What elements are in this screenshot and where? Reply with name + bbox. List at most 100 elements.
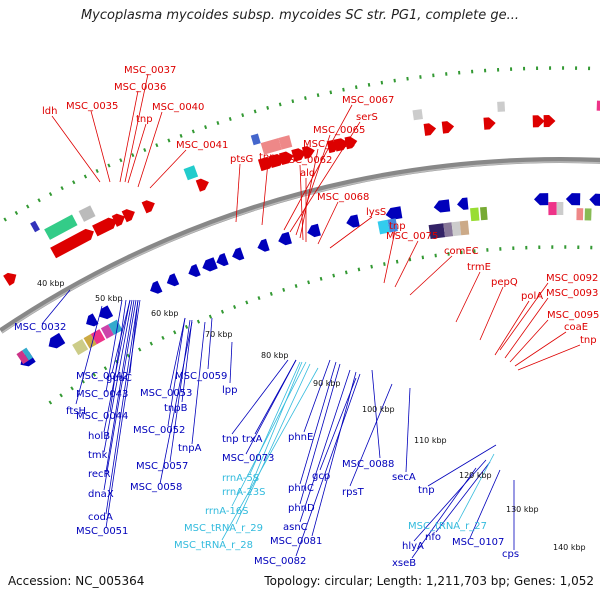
gene-label[interactable]: rrnA-5S — [222, 473, 259, 484]
gene-label[interactable]: MSC_tRNA_r_29 — [184, 523, 263, 534]
gene-label[interactable]: MSC_0063 — [303, 139, 355, 150]
gene-label[interactable]: tnpA — [178, 443, 202, 454]
gene-label[interactable]: MSC_0040 — [152, 102, 204, 113]
reverse-block — [576, 208, 584, 221]
label-leader-line — [51, 115, 101, 183]
gene-label[interactable]: MSC_0107 — [452, 537, 504, 548]
gene-label[interactable]: rrnA-16S — [205, 506, 249, 517]
forward-block — [78, 205, 96, 222]
gene-label[interactable]: MSC_0043 — [76, 389, 128, 400]
gene-label[interactable]: ldh — [42, 106, 57, 117]
forward-block — [44, 214, 78, 240]
gene-label[interactable]: codA — [88, 512, 113, 523]
label-leader-line — [105, 299, 141, 529]
gene-label[interactable]: recR — [88, 469, 111, 480]
gene-label[interactable]: tnp — [259, 152, 276, 163]
gene-label[interactable]: MSC_tRNA_r_27 — [408, 521, 487, 532]
gene-label[interactable]: tnp — [136, 114, 153, 125]
gene-label[interactable]: tnp — [418, 485, 435, 496]
gene-label[interactable]: MSC_0092 — [546, 273, 598, 284]
gene-label[interactable]: MSC_0051 — [76, 526, 128, 537]
gene-label[interactable]: MSC_0058 — [130, 482, 182, 493]
gene-label[interactable]: dnaX — [88, 489, 114, 500]
gene-label[interactable]: MSC_0044 — [76, 411, 128, 422]
forward-block — [596, 100, 600, 111]
gene-label[interactable]: hlyA — [402, 541, 424, 552]
gene-label[interactable]: nfo — [425, 532, 441, 543]
gene-label[interactable]: ftsH — [66, 406, 86, 417]
label-leader-line — [105, 299, 135, 473]
gene-label[interactable]: rrnA-23S — [222, 487, 266, 498]
gene-label[interactable]: MSC_0095 — [547, 310, 599, 321]
gene-label[interactable]: MSC_0093 — [546, 288, 598, 299]
gene-label[interactable]: serS — [356, 112, 378, 123]
reverse-block — [470, 207, 480, 222]
gene-label[interactable]: ptsG — [230, 154, 253, 165]
gene-label[interactable]: rpsT — [342, 487, 365, 498]
reverse-block — [443, 222, 454, 238]
reverse-gene — [433, 199, 451, 213]
gene-label[interactable]: tmk — [88, 450, 108, 461]
gene-label[interactable]: MSC_0042 — [76, 371, 128, 382]
gene-label[interactable]: MSC_0053 — [140, 388, 192, 399]
gene-label[interactable]: coaE — [564, 322, 588, 333]
label-leader-line — [127, 123, 147, 184]
gene-label[interactable]: MSC_0059 — [175, 371, 227, 382]
gene-label[interactable]: trmE — [467, 262, 491, 273]
gene-label[interactable]: lpp — [222, 385, 237, 396]
gene-label[interactable]: phnE — [288, 432, 313, 443]
label-leader-line — [383, 230, 396, 284]
gene-label[interactable]: phnC — [288, 483, 314, 494]
kbp-tick-label: 80 kbp — [261, 351, 289, 360]
gene-label[interactable]: tnp — [222, 434, 239, 445]
gene-label[interactable]: MSC_0082 — [254, 556, 306, 567]
label-leader-line — [105, 299, 123, 393]
gene-label[interactable]: MSC_0073 — [222, 453, 274, 464]
gene-label[interactable]: asnC — [283, 522, 308, 533]
kbp-tick-label: 110 kbp — [414, 436, 447, 445]
gene-label[interactable]: secA — [392, 472, 416, 483]
gene-label[interactable]: MSC_0062 — [280, 155, 332, 166]
label-leader-line — [207, 317, 213, 370]
gene-label[interactable]: comEC — [444, 246, 479, 257]
label-leader-line — [90, 110, 111, 183]
gene-label[interactable]: tnp — [580, 335, 597, 346]
gene-label[interactable]: guaC — [106, 373, 132, 384]
reverse-gene — [48, 332, 66, 349]
gene-label[interactable]: MSC_tRNA_r_28 — [174, 540, 253, 551]
label-leader-line — [514, 331, 567, 367]
kbp-tick-label: 50 kbp — [95, 294, 123, 303]
gene-label[interactable]: MSC_0035 — [66, 101, 118, 112]
gene-label[interactable]: MSC_0032 — [14, 322, 66, 333]
gene-label[interactable]: holB — [88, 431, 110, 442]
gene-label[interactable]: gcp — [312, 471, 330, 482]
gene-label[interactable]: MSC_0081 — [270, 536, 322, 547]
gene-label[interactable]: cps — [502, 549, 519, 560]
gene-label[interactable]: MSC_0067 — [342, 95, 394, 106]
gene-label[interactable]: tnp — [389, 221, 406, 232]
forward-gene — [50, 228, 94, 259]
gene-label[interactable]: MSC_0041 — [176, 140, 228, 151]
gene-label[interactable]: MSC_0088 — [342, 459, 394, 470]
gene-label[interactable]: MSC_0068 — [317, 192, 369, 203]
gene-label[interactable]: ald — [300, 168, 315, 179]
gene-label[interactable]: phnD — [288, 503, 315, 514]
label-leader-line — [469, 469, 501, 539]
gene-label[interactable]: MSC_0065 — [313, 125, 365, 136]
gene-label[interactable]: MSC_0037 — [124, 65, 176, 76]
gene-label[interactable]: MSC_0052 — [133, 425, 185, 436]
gene-label[interactable]: xseB — [392, 558, 416, 569]
gene-label[interactable]: polA — [521, 291, 543, 302]
label-leader-line — [105, 299, 139, 515]
gene-label[interactable]: pepQ — [491, 277, 518, 288]
label-leader-line — [299, 361, 337, 485]
gene-label[interactable]: MSC_0036 — [114, 82, 166, 93]
gene-label[interactable]: MSC_0057 — [136, 461, 188, 472]
gene-label[interactable]: MSC_0075 — [386, 231, 438, 242]
gene-label[interactable]: trxA — [242, 434, 263, 445]
label-leader-line — [517, 344, 581, 371]
gene-label[interactable]: tnpB — [164, 403, 188, 414]
forward-gene — [532, 115, 545, 128]
gene-label[interactable]: lysS — [366, 207, 386, 218]
label-leader-line — [124, 73, 149, 183]
